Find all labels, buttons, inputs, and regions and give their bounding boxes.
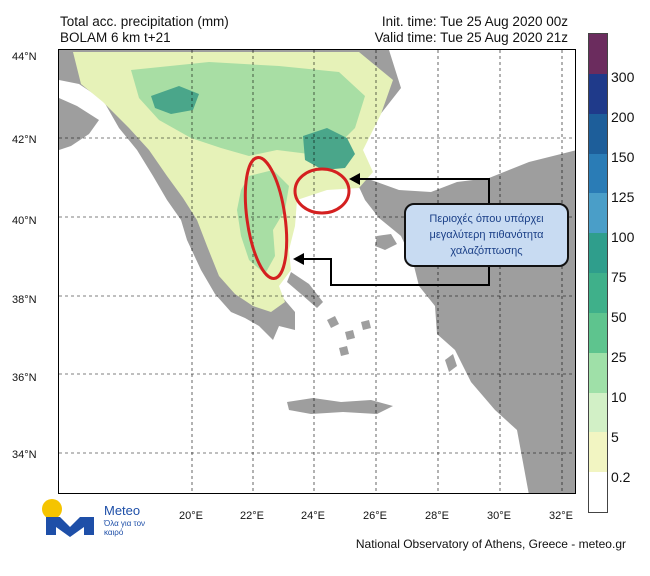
colorbar-swatch (589, 233, 607, 274)
colorbar-swatch (589, 312, 607, 354)
colorbar-swatch (589, 472, 607, 513)
colorbar-label: 50 (611, 309, 627, 325)
lat-label: 36°N (12, 372, 37, 384)
title-line-2: BOLAM 6 km t+21 (60, 30, 171, 45)
hail-annotation-text: Περιοχές όπου υπάρχει μεγαλύτερη πιθανότ… (429, 213, 544, 257)
lon-label: 28°E (425, 510, 449, 522)
colorbar-swatch (589, 153, 607, 194)
cyclades-islands (327, 316, 371, 356)
arrow-to-greece (296, 258, 490, 286)
lat-label: 40°N (12, 215, 37, 227)
meteo-logo-icon (42, 499, 94, 537)
logo-name: Meteo (104, 503, 141, 518)
colorbar-label: 300 (611, 69, 635, 85)
init-time: Init. time: Tue 25 Aug 2020 00z (381, 14, 568, 29)
colorbar-swatch (589, 352, 607, 393)
lon-label: 20°E (179, 510, 203, 522)
valid-time: Valid time: Tue 25 Aug 2020 21z (374, 30, 568, 45)
colorbar-swatch (589, 392, 607, 433)
logo-tagline: Όλα για τον καιρό (104, 519, 146, 537)
precip-heavy-serbia (151, 86, 199, 114)
colorbar-label: 10 (611, 389, 627, 405)
colorbar-label: 5 (611, 429, 619, 445)
colorbar-swatch (589, 113, 607, 154)
italy-land (59, 98, 99, 150)
colorbar-label: 150 (611, 149, 635, 165)
rhodes-island (445, 354, 457, 372)
colorbar-label: 100 (611, 229, 635, 245)
graticule (59, 50, 575, 493)
map (59, 50, 575, 493)
hail-annotation-box: Περιοχές όπου υπάρχει μεγαλύτερη πιθανότ… (404, 203, 569, 267)
ellipse-central-greece (243, 156, 289, 280)
map-frame (58, 49, 576, 494)
colorbar-swatch (589, 73, 607, 115)
chart-title: Total acc. precipitation (mm) BOLAM 6 km… (60, 14, 229, 46)
colorbar-label: 25 (611, 349, 627, 365)
footer-credit: National Observatory of Athens, Greece -… (355, 537, 626, 551)
colorbar-label: 200 (611, 109, 635, 125)
arrow-to-greece-head (293, 253, 304, 265)
precip-medium-zone (131, 62, 365, 156)
colorbar-label: 0.2 (611, 469, 631, 485)
lat-label: 38°N (12, 294, 37, 306)
colorbar-swatch (589, 273, 607, 314)
colorbar-swatch (589, 193, 607, 234)
colorbar (588, 33, 608, 513)
lon-label: 26°E (363, 510, 387, 522)
colorbar-label: 125 (611, 189, 635, 205)
lat-label: 42°N (12, 134, 37, 146)
lon-label: 32°E (549, 510, 573, 522)
precip-heavy-bulgaria (303, 128, 355, 170)
lat-label: 34°N (12, 449, 37, 461)
arrow-to-thrace-head (349, 173, 360, 185)
lesvos-island (375, 234, 397, 250)
precip-medium-greece (237, 170, 289, 274)
ellipse-thrace (293, 167, 351, 215)
crete-island (287, 398, 393, 414)
time-info: Init. time: Tue 25 Aug 2020 00z Valid ti… (375, 14, 568, 46)
lon-label: 24°E (301, 510, 325, 522)
lat-label: 44°N (12, 51, 37, 63)
lon-label: 30°E (487, 510, 511, 522)
colorbar-label: 75 (611, 269, 627, 285)
black-sea (399, 50, 575, 182)
arrow-to-thrace (351, 178, 490, 207)
lon-label: 22°E (240, 510, 264, 522)
colorbar-swatch (589, 432, 607, 473)
title-line-1: Total acc. precipitation (mm) (60, 14, 229, 29)
colorbar-swatch (589, 34, 607, 75)
